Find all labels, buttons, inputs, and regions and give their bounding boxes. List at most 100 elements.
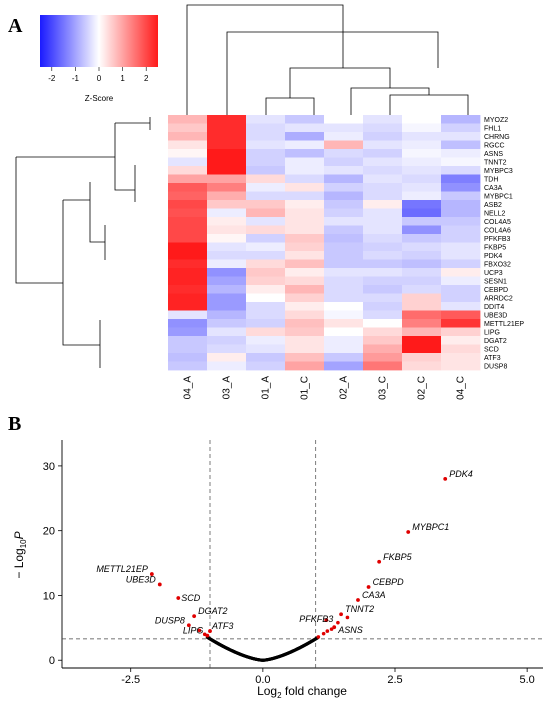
heatmap-cell	[402, 268, 442, 277]
heatmap-cell	[363, 166, 403, 175]
significant-point	[377, 559, 382, 564]
heatmap-cell	[402, 344, 442, 354]
heatmap-cell	[441, 302, 481, 311]
heatmap-cell	[285, 361, 325, 371]
heatmap-cell	[285, 183, 325, 192]
heatmap-cell	[207, 361, 247, 371]
point-label: CA3A	[362, 590, 386, 600]
heatmap-cell	[168, 115, 208, 124]
heatmap-cell	[324, 208, 364, 218]
dendro-left-link	[89, 182, 105, 243]
heatmap-row-label: MYBPC3	[484, 168, 513, 175]
point-label: MYBPC1	[412, 522, 449, 532]
heatmap-cell	[207, 217, 247, 226]
heatmap-cell	[168, 319, 208, 328]
heatmap-cell	[441, 140, 481, 150]
y-axis-title: − Log10P	[12, 531, 28, 578]
heatmap-cell	[363, 293, 403, 303]
heatmap-cell	[207, 353, 247, 362]
heatmap-cell	[207, 327, 247, 337]
heatmap-cell	[285, 344, 325, 354]
heatmap-cell	[402, 336, 442, 345]
heatmap-cell	[402, 293, 442, 303]
heatmap-column-label: 01_C	[300, 376, 311, 400]
heatmap-cell	[246, 276, 286, 286]
axis-ticks: -2.5 0.0 2.5 5.0 0 10 20 30	[43, 461, 535, 686]
heatmap-cell	[402, 115, 442, 124]
heatmap-cell	[168, 276, 208, 286]
heatmap-cell	[207, 225, 247, 235]
heatmap-cell	[441, 319, 481, 328]
y-tick-label: 30	[43, 461, 55, 473]
heatmap-cell	[324, 174, 364, 184]
heatmap-cell	[324, 157, 364, 167]
significant-point	[324, 618, 329, 622]
heatmap-cell	[246, 302, 286, 311]
heatmap-cell	[285, 132, 325, 141]
heatmap-column-label: 01_A	[261, 376, 272, 400]
heatmap-cell	[324, 225, 364, 235]
heatmap-cell	[285, 293, 325, 303]
heatmap-row-label: MYOZ2	[484, 117, 508, 124]
heatmap-cell	[402, 285, 442, 294]
heatmap-cell	[168, 140, 208, 150]
significant-point	[205, 633, 210, 638]
heatmap-cell	[168, 310, 208, 320]
heatmap-cell	[324, 268, 364, 277]
heatmap-cell	[441, 208, 481, 218]
heatmap-column-label: 04_A	[183, 376, 194, 400]
colorbar-ticks: -2 -1 0 1 2	[48, 67, 149, 83]
x-tick-label: -2.5	[121, 674, 140, 686]
heatmap-cell	[363, 319, 403, 328]
heatmap-row-label: COL4A6	[484, 227, 511, 234]
heatmap-cell	[441, 310, 481, 320]
heatmap-cell	[207, 336, 247, 345]
heatmap-cell	[441, 361, 481, 371]
heatmap-cell	[324, 285, 364, 294]
significant-point	[339, 612, 343, 617]
heatmap-cell	[285, 157, 325, 167]
heatmap-cell	[324, 353, 364, 362]
heatmap-cell	[324, 183, 364, 192]
heatmap-cell	[285, 166, 325, 175]
heatmap-cell	[207, 344, 247, 354]
heatmap-row-label: RGCC	[484, 142, 505, 149]
x-tick-label: 0.0	[255, 674, 270, 686]
heatmap-column-label: 03_C	[378, 376, 389, 400]
heatmap-row-label: UBE3D	[484, 312, 507, 319]
point-label: UBE3D	[126, 574, 157, 584]
heatmap-cell	[363, 276, 403, 286]
point-label: LIPG	[183, 626, 204, 636]
heatmap-cell	[363, 200, 403, 209]
heatmap-cell	[441, 149, 481, 158]
heatmap-cell	[285, 208, 325, 218]
heatmap-cell	[324, 242, 364, 252]
heatmap-cell	[246, 327, 286, 337]
heatmap-cell	[441, 259, 481, 269]
heatmap-cell	[402, 140, 442, 150]
significant-point	[192, 614, 197, 619]
heatmap-cell	[402, 327, 442, 337]
significant-point	[149, 572, 154, 576]
heatmap-cell	[324, 251, 364, 260]
y-tick-label: 10	[43, 590, 55, 602]
heatmap-cell	[285, 140, 325, 150]
heatmap-cell	[246, 242, 286, 252]
heatmap-cell	[246, 225, 286, 235]
heatmap-cell	[285, 268, 325, 277]
heatmap-cell	[207, 166, 247, 175]
heatmap-cell	[246, 115, 286, 124]
heatmap-cell	[363, 208, 403, 218]
significant-point	[356, 598, 360, 602]
heatmap-cell	[246, 132, 286, 141]
colorbar-tick-label: 1	[120, 74, 125, 83]
heatmap-cell	[363, 336, 403, 345]
column-dendrogram	[186, 4, 469, 115]
heatmap-cell	[441, 353, 481, 362]
heatmap-cell	[246, 123, 286, 133]
heatmap-cell	[207, 140, 247, 150]
heatmap-cell	[324, 259, 364, 269]
heatmap-cell	[363, 353, 403, 362]
heatmap-cell	[168, 123, 208, 133]
heatmap-row-label: TNNT2	[484, 159, 507, 166]
